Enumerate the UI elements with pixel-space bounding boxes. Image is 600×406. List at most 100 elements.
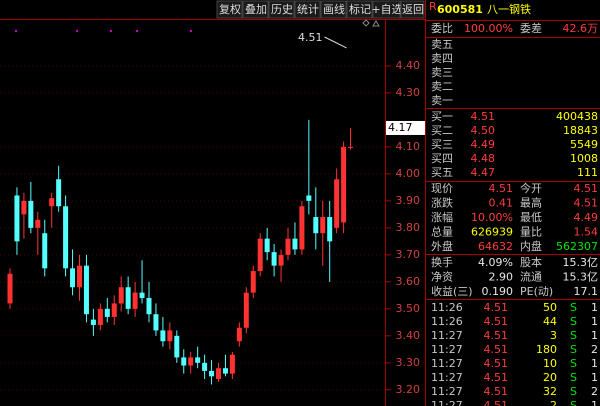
candle-body xyxy=(313,217,319,234)
buy-price: 4.51 xyxy=(471,110,496,123)
buy-volume: 5549 xyxy=(570,138,598,151)
trade-side: S xyxy=(570,343,577,356)
toolbar-button[interactable] xyxy=(268,0,295,19)
toolbar-label[interactable]: 返回 xyxy=(402,3,424,16)
icon[interactable] xyxy=(372,20,380,27)
candle-body xyxy=(104,308,110,317)
candle-body xyxy=(257,238,263,272)
candle-body xyxy=(229,354,235,374)
toolbar-label[interactable]: 复权 xyxy=(219,2,241,16)
candle-body xyxy=(202,362,208,371)
toolbar-label[interactable]: 画线 xyxy=(323,2,345,16)
toolbar-label[interactable]: 标记 xyxy=(349,2,371,16)
label: 净资 xyxy=(431,270,453,284)
dots xyxy=(14,29,193,33)
candle-body xyxy=(153,314,159,331)
label: 换手 xyxy=(431,255,453,269)
toolbar-button[interactable] xyxy=(294,0,321,19)
stock-code: 600581 xyxy=(437,3,483,16)
y-tick-label: 3.90 xyxy=(396,194,421,207)
y-tick-label: 3.70 xyxy=(396,248,421,261)
toolbar-label[interactable]: 统计 xyxy=(297,3,319,16)
trade-count: 2 xyxy=(591,343,598,356)
label: 涨跌 xyxy=(431,196,453,210)
trade-count: 2 xyxy=(591,385,598,398)
buy-volume: 18843 xyxy=(563,124,598,137)
value: 4.09% xyxy=(478,256,513,269)
trade-side: S xyxy=(570,371,577,384)
candle-body xyxy=(236,327,242,342)
toolbar-button[interactable] xyxy=(400,0,425,19)
marker-dot xyxy=(75,29,79,33)
label: 股本 xyxy=(520,255,542,269)
marker-dot xyxy=(189,29,193,33)
panel-lines xyxy=(426,20,600,300)
trade-time: 11:27 xyxy=(431,385,463,398)
sell-label: 卖一 xyxy=(431,94,453,107)
buy-price: 4.49 xyxy=(471,138,496,151)
y-tick-label: 3.50 xyxy=(396,302,421,315)
label: 收益(三) xyxy=(431,284,473,298)
label: 外盘 xyxy=(431,239,453,253)
candle-body xyxy=(160,330,166,342)
candle-body xyxy=(299,206,305,250)
trade-side: S xyxy=(570,399,577,406)
trade-price: 4.51 xyxy=(484,315,509,328)
y-tick-label: 3.60 xyxy=(396,275,421,288)
trade-price: 4.51 xyxy=(484,301,509,314)
value: 4.49 xyxy=(574,211,599,224)
trade-time: 11:26 xyxy=(431,301,463,314)
label: PE(动) xyxy=(520,285,553,298)
trade-price: 4.51 xyxy=(484,357,509,370)
candle-body xyxy=(348,146,354,148)
candle-body xyxy=(188,357,194,366)
toolbar-button[interactable] xyxy=(320,0,347,19)
candle-body xyxy=(271,252,277,266)
candle-body xyxy=(63,206,69,269)
trade-volume: 10 xyxy=(543,357,557,370)
value: 2.90 xyxy=(489,271,514,284)
label: 现价 xyxy=(431,182,453,195)
candle-body xyxy=(216,368,221,380)
trade-time: 11:27 xyxy=(431,357,463,370)
marker-dot xyxy=(135,29,139,33)
label: 涨幅 xyxy=(431,211,453,224)
label: 流通 xyxy=(520,270,542,284)
sell-label: 卖二 xyxy=(431,80,453,93)
buy-label: 买五 xyxy=(431,166,453,179)
value: 4.51 xyxy=(574,182,599,195)
candle-body xyxy=(334,179,340,228)
label: 总量 xyxy=(431,225,453,239)
value: 17.1 xyxy=(574,285,599,298)
y-tick-label: 4.40 xyxy=(396,59,421,72)
candle-body xyxy=(146,298,152,315)
toolbar-label[interactable]: +自选 xyxy=(371,3,402,16)
trade-volume: 44 xyxy=(543,315,557,328)
value: 1.54 xyxy=(574,226,599,239)
toolbar-button[interactable] xyxy=(346,0,373,19)
flag: R xyxy=(429,0,437,13)
trade-price: 4.51 xyxy=(484,399,509,406)
trade-price: 4.51 xyxy=(484,371,509,384)
toolbar-button[interactable] xyxy=(372,0,401,19)
annotation: 4.51 xyxy=(298,31,323,44)
toolbar-button[interactable] xyxy=(242,0,269,19)
trade-time: 11:27 xyxy=(431,343,463,356)
candle-body xyxy=(285,238,291,255)
value: 42.6万 xyxy=(563,22,599,35)
y-tick-label: 4.00 xyxy=(396,167,421,180)
toolbar-label[interactable]: 叠加 xyxy=(245,3,267,16)
trade-time: 11:27 xyxy=(431,329,463,342)
candle-body xyxy=(42,233,48,269)
trade-price: 4.51 xyxy=(484,385,509,398)
trade-volume: 3 xyxy=(550,329,557,342)
candle-body xyxy=(21,200,27,215)
icon[interactable] xyxy=(362,19,370,27)
toolbar-label[interactable]: 历史 xyxy=(271,3,293,16)
trade-volume: 20 xyxy=(543,371,557,384)
toolbar-button[interactable] xyxy=(216,0,243,19)
y-tick-label: 3.40 xyxy=(396,329,421,342)
candle-body xyxy=(125,287,131,309)
